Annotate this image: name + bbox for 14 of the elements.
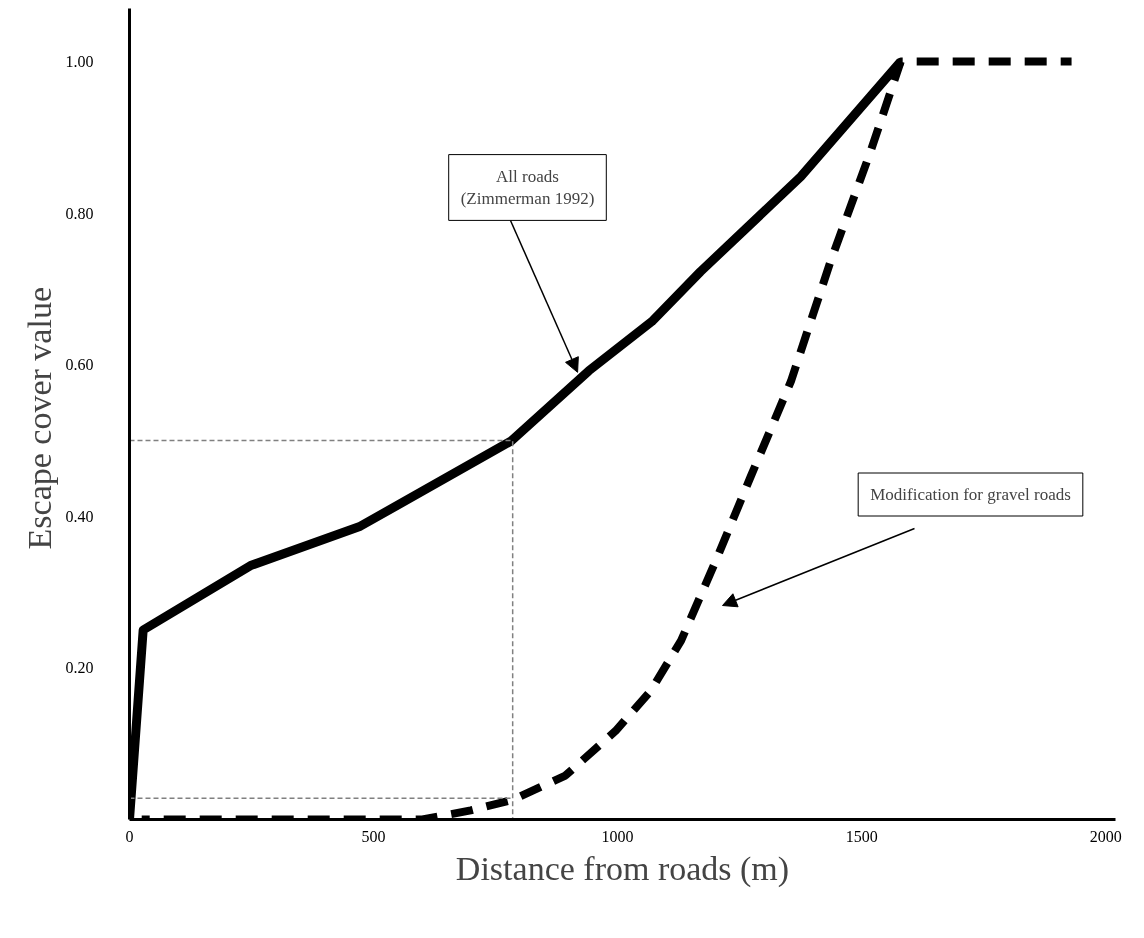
x-axis-title: Distance from roads (m): [455, 849, 790, 888]
x-tick-label: 0: [125, 827, 134, 845]
y-tick-label: 1.00: [65, 53, 94, 71]
y-tick-label: 0.80: [65, 204, 94, 222]
y-tick-label: 0.20: [65, 659, 94, 677]
y-tick-label: 0.60: [65, 356, 94, 374]
y-axis-title: Escape cover value: [20, 287, 58, 550]
y-tick-label: 0.40: [65, 507, 94, 525]
x-tick-label: 500: [361, 827, 386, 845]
annotation: All roads (Zimmerman 1992): [460, 166, 595, 209]
x-tick-label: 2000: [1089, 827, 1122, 845]
annotation: Modification for gravel roads: [870, 485, 1071, 504]
x-tick-label: 1000: [601, 827, 634, 845]
x-tick-label: 1500: [845, 827, 878, 845]
